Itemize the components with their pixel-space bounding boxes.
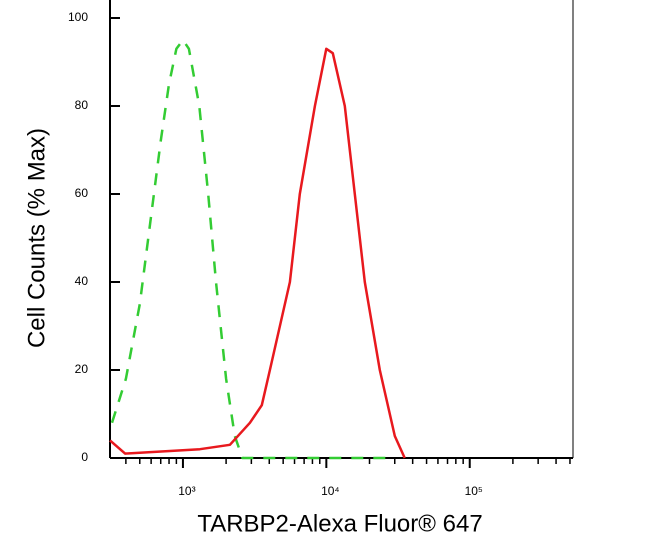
y-tick-label: 0 [81, 450, 88, 464]
x-tick-label: 10⁴ [321, 484, 340, 498]
y-tick-label: 40 [75, 274, 89, 288]
series-line [109, 47, 406, 459]
x-axis-label: TARBP2-Alexa Fluor® 647 [197, 510, 482, 537]
y-axis-label: Cell Counts (% Max) [23, 128, 50, 348]
y-tick-label: 60 [75, 186, 89, 200]
y-tick-label: 100 [68, 10, 88, 24]
x-tick-label: 10³ [178, 484, 195, 498]
series-line [110, 38, 395, 460]
x-tick-label: 10⁵ [465, 484, 483, 498]
y-tick-label: 20 [75, 362, 89, 376]
y-tick-label: 80 [75, 98, 89, 112]
